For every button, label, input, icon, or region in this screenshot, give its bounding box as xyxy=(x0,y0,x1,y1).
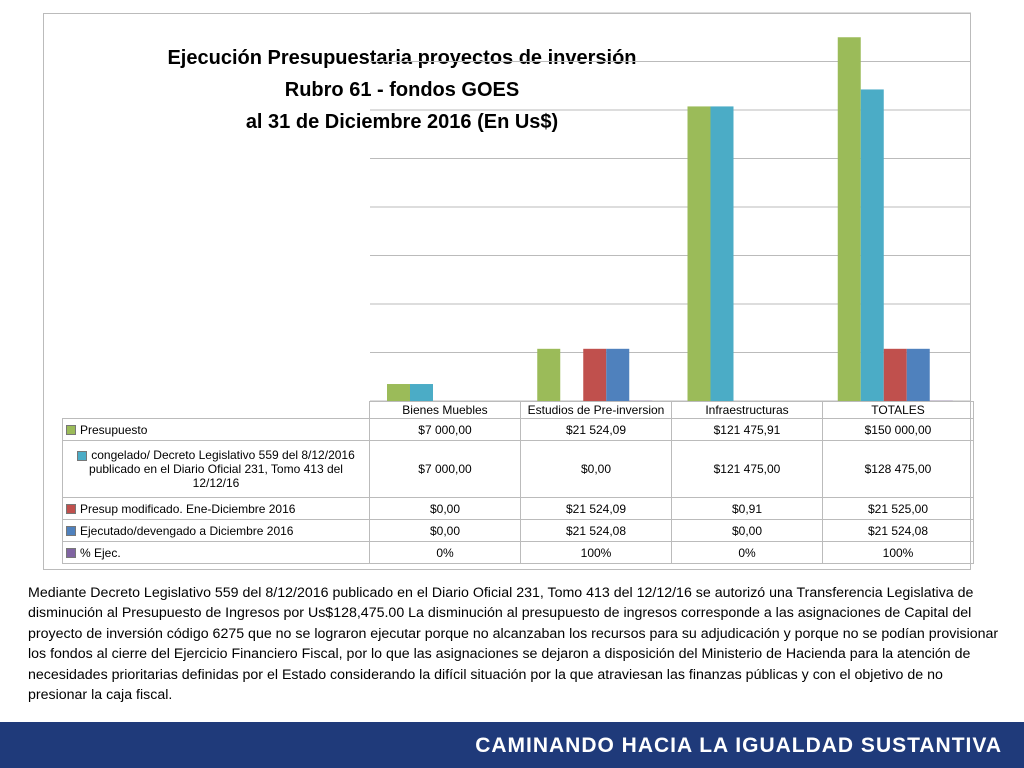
bar xyxy=(906,348,930,401)
value-label: $0,00 xyxy=(369,497,521,520)
bar xyxy=(537,348,561,401)
value-label: $0,00 xyxy=(369,519,521,542)
bar xyxy=(606,348,630,401)
series-label-cell: Presupuesto xyxy=(62,418,370,441)
value-label: $21 525,00 xyxy=(822,497,974,520)
series-label-cell: % Ejec. xyxy=(62,541,370,564)
bar xyxy=(687,106,711,401)
table-row: Ejecutado/devengado a Diciembre 2016 $0,0… xyxy=(62,519,974,542)
chart-title: Rubro 61 - fondos GOES xyxy=(285,79,519,101)
chart: Ejecución Presupuestaria proyectos de in… xyxy=(167,12,971,402)
table-corner xyxy=(62,401,370,419)
data-table: Bienes Muebles Estudios de Pre-inversion I… xyxy=(62,401,974,564)
bar xyxy=(837,37,861,401)
value-label: $7 000,00 xyxy=(369,418,521,441)
value-label: $0,91 xyxy=(671,497,823,520)
value-label: $21 524,09 xyxy=(520,418,672,441)
bar xyxy=(583,348,607,401)
bar xyxy=(410,384,433,401)
table-header-row: Bienes Muebles Estudios de Pre-inversion I… xyxy=(62,401,974,419)
category-label: Infraestructuras xyxy=(671,401,823,419)
value-label: 0% xyxy=(369,541,521,564)
note: Mediante Decreto Legislativo 559 del 8/1… xyxy=(28,585,999,704)
bar xyxy=(710,106,734,401)
legend-swatch xyxy=(77,450,88,461)
legend-swatch xyxy=(66,425,76,436)
value-label: $21 524,08 xyxy=(520,519,672,542)
value-label: $21 524,09 xyxy=(520,497,672,520)
value-label: $121 475,91 xyxy=(671,418,823,441)
series-label-cell: Presup modificado. Ene-Diciembre 2016 xyxy=(62,497,370,520)
category-label: Estudios de Pre-inversion xyxy=(520,401,672,419)
series-label-cell: Ejecutado/devengado a Diciembre 2016 xyxy=(62,519,370,542)
value-label: $150 000,00 xyxy=(822,418,974,441)
legend-swatch xyxy=(66,526,76,537)
value-label: $7 000,00 xyxy=(369,440,521,498)
bar xyxy=(883,348,907,401)
value-label: 100% xyxy=(520,541,672,564)
series-label-cell: congelado/ Decreto Legislativo 559 del 8… xyxy=(62,440,370,498)
chart-title: Ejecución Presupuestaria proyectos de in… xyxy=(167,47,636,69)
legend-label: Presupuesto xyxy=(80,422,148,437)
legend-label: % Ejec. xyxy=(80,545,121,560)
table-row: % Ejec. 0% 100% 0% 100% xyxy=(62,541,974,564)
table-row: Presupuesto $7 000,00 $21 524,09 $121 475,9… xyxy=(62,418,974,441)
legend-swatch xyxy=(66,504,76,515)
value-label: $0,00 xyxy=(520,440,672,498)
table-row: congelado/ Decreto Legislativo 559 del 8… xyxy=(62,440,974,498)
chart-title: al 31 de Diciembre 2016 (En Us$) xyxy=(246,111,558,133)
value-label: $21 524,08 xyxy=(822,519,974,542)
legend-label: Presup modificado. Ene-Diciembre 2016 xyxy=(80,501,296,516)
category-label: TOTALES xyxy=(822,401,974,419)
bar xyxy=(387,384,410,401)
footer: CAMINANDO HACIA LA IGUALDAD SUSTANTIVA xyxy=(0,722,1024,768)
legend-label: congelado/ Decreto Legislativo 559 del 8… xyxy=(89,448,355,490)
legend-label: Ejecutado/devengado a Diciembre 2016 xyxy=(80,523,294,538)
value-label: $0,00 xyxy=(671,519,823,542)
legend-swatch xyxy=(66,548,76,559)
value-label: $128 475,00 xyxy=(822,440,974,498)
value-label: 100% xyxy=(822,541,974,564)
bar xyxy=(860,89,884,402)
value-label: $121 475,00 xyxy=(671,440,823,498)
value-label: 0% xyxy=(671,541,823,564)
table-row: Presup modificado. Ene-Diciembre 2016 $0,… xyxy=(62,497,974,520)
category-label: Bienes Muebles xyxy=(369,401,521,419)
